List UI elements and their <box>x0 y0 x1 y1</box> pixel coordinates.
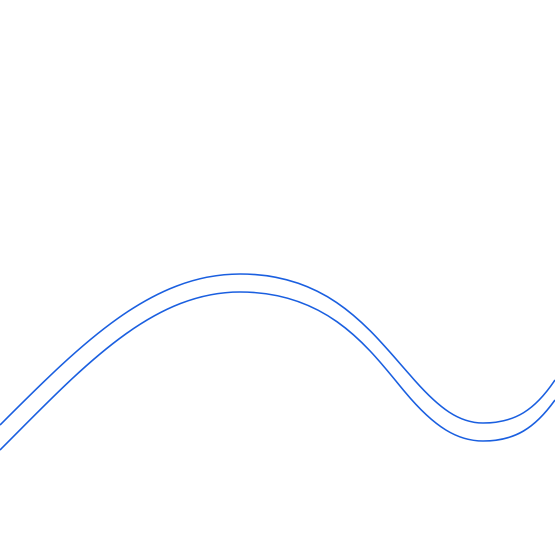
wave-upper <box>0 273 555 426</box>
wave-lower <box>0 291 555 451</box>
